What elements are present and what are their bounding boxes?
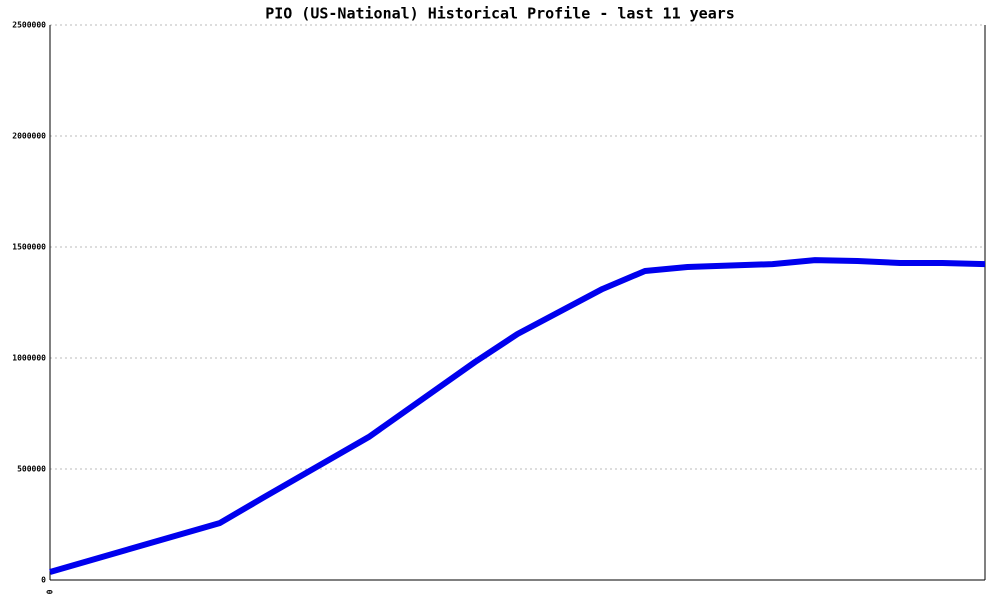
- y-tick-label: 2500000: [12, 21, 46, 30]
- y-tick-label: 1000000: [12, 354, 46, 363]
- y-tick-label: 500000: [17, 465, 46, 474]
- x-tick-label: 0: [46, 589, 55, 594]
- y-tick-label: 1500000: [12, 243, 46, 252]
- data-line: [49, 257, 986, 575]
- chart-title: PIO (US-National) Historical Profile - l…: [265, 5, 735, 23]
- y-tick-label: 0: [41, 576, 46, 585]
- y-tick-label: 2000000: [12, 132, 46, 141]
